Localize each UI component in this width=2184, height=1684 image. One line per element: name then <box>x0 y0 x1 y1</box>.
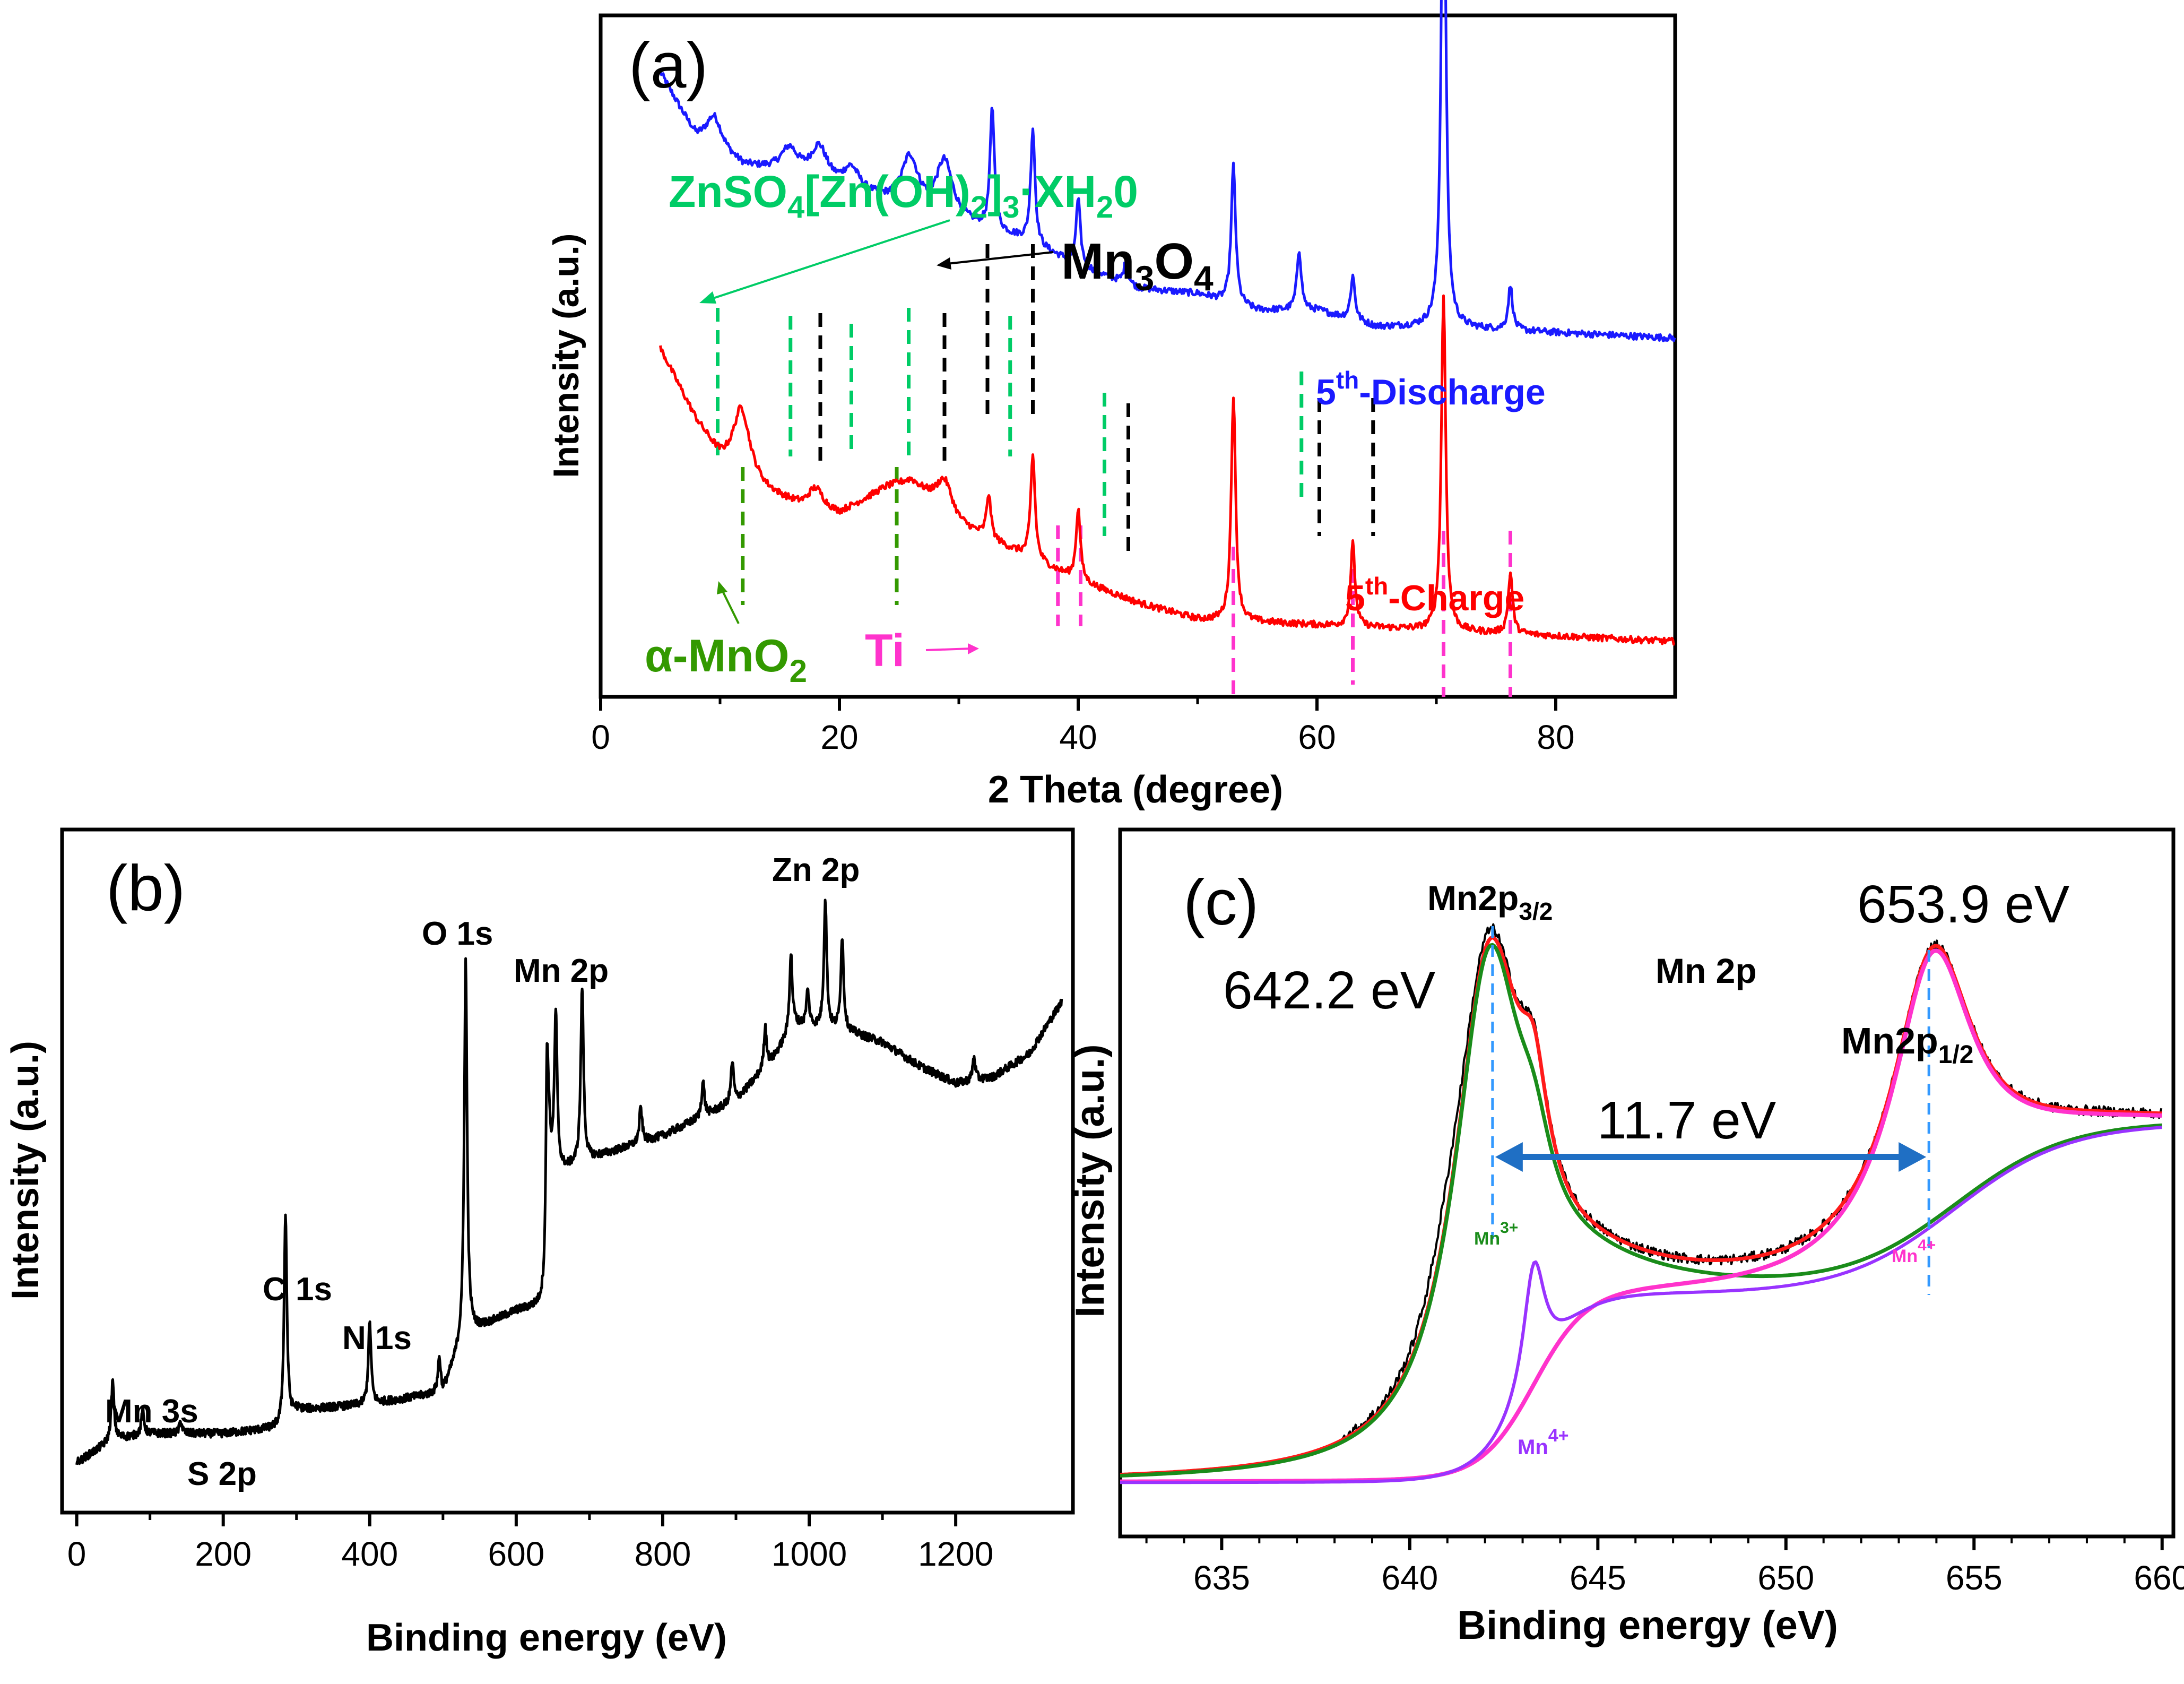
panel-b-xlabel: Binding energy (eV) <box>366 1617 727 1659</box>
x-tick-label-c-1: 640 <box>1381 1559 1438 1597</box>
panel-c-ylabel: Intensity (a.u.) <box>1068 1044 1113 1317</box>
peak1-value: 642.2 eV <box>1223 961 1436 1020</box>
x-tick-label-c-3: 650 <box>1757 1559 1814 1597</box>
x-tick-label-b-2: 400 <box>341 1535 398 1573</box>
x-tick-label-a-3: 60 <box>1298 718 1336 756</box>
zn2p-label: Zn 2p <box>772 852 860 888</box>
x-tick-label-b-0: 0 <box>67 1535 86 1573</box>
x-tick-label-b-6: 1200 <box>918 1535 993 1573</box>
panel-a-label: (a) <box>629 29 708 101</box>
amno2-label: α-MnO2 <box>645 631 807 689</box>
x-tick-label-a-4: 80 <box>1537 718 1574 756</box>
x-tick-label-a-2: 40 <box>1059 718 1097 756</box>
mn3s-label: Mn 3s <box>105 1393 198 1430</box>
mn2p-title: Mn 2p <box>1656 951 1757 990</box>
figure: 0 20 40 60 80 (a) ZnSO4[Zn(OH)2]3·XH20 Mn3O4… <box>0 0 2184 1684</box>
x-tick-label-b-1: 200 <box>195 1535 252 1573</box>
panel-b-ylabel: Intensity (a.u.) <box>4 1041 47 1300</box>
x-tick-label-c-0: 635 <box>1193 1559 1250 1597</box>
x-tick-label-b-4: 800 <box>635 1535 691 1573</box>
n1s-label: N 1s <box>342 1320 412 1357</box>
panel-a-ylabel: Intensity (a.u.) <box>546 234 586 478</box>
mn2p-survey-label: Mn 2p <box>514 953 609 989</box>
o1s-label: O 1s <box>422 916 493 952</box>
panel-c-xlabel: Binding energy (eV) <box>1457 1603 1838 1648</box>
x-tick-label-a-0: 0 <box>591 718 610 756</box>
zn-phase-label: ZnSO4[Zn(OH)2]3·XH20 <box>669 167 1138 224</box>
x-tick-label-a-1: 20 <box>820 718 858 756</box>
ti-label: Ti <box>865 625 905 676</box>
s2p-label: S 2p <box>187 1456 257 1492</box>
c1s-label: C 1s <box>263 1271 332 1308</box>
x-tick-label-b-5: 1000 <box>772 1535 847 1573</box>
splitting-value: 11.7 eV <box>1597 1091 1776 1150</box>
x-tick-label-c-4: 655 <box>1946 1559 2003 1597</box>
panel-a-xlabel: 2 Theta (degree) <box>988 768 1283 811</box>
panel-c-label: (c) <box>1183 866 1259 938</box>
peak2-value: 653.9 eV <box>1857 875 2070 934</box>
panel-b-label: (b) <box>106 852 185 924</box>
x-tick-label-b-3: 600 <box>488 1535 544 1573</box>
x-tick-label-c-2: 645 <box>1570 1559 1626 1597</box>
x-tick-label-c-5: 660 <box>2134 1559 2184 1597</box>
